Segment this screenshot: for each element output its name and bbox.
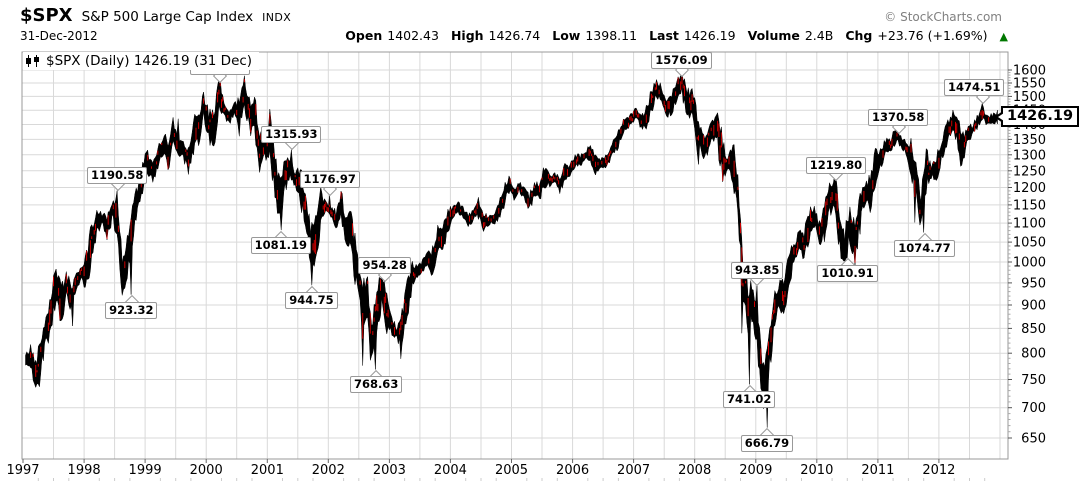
chart-header: $SPX S&P 500 Large Cap Index INDX © Stoc… [20, 5, 1002, 26]
svg-text:2009: 2009 [739, 463, 772, 478]
svg-text:750: 750 [1021, 373, 1046, 388]
low-label: Low [552, 28, 581, 43]
svg-text:2008: 2008 [678, 463, 711, 478]
svg-text:800: 800 [1021, 347, 1046, 362]
svg-text:700: 700 [1021, 401, 1046, 416]
open-value: 1402.43 [387, 28, 439, 43]
svg-text:1100: 1100 [1013, 217, 1046, 232]
candlestick-icon [26, 55, 39, 67]
svg-text:1350: 1350 [1013, 133, 1046, 148]
symbol: $SPX [20, 5, 73, 26]
svg-text:2000: 2000 [190, 463, 223, 478]
high-label: High [450, 28, 484, 43]
svg-text:1150: 1150 [1013, 198, 1046, 213]
svg-text:1200: 1200 [1013, 181, 1046, 196]
chart-legend: $SPX (Daily) 1426.19 (31 Dec) [23, 52, 260, 70]
exchange-tag: INDX [262, 11, 292, 24]
svg-text:1250: 1250 [1013, 164, 1046, 179]
chg-value: +23.76 (+1.69%) [877, 28, 988, 43]
index-name: S&P 500 Large Cap Index [81, 9, 254, 25]
svg-text:1550: 1550 [1013, 77, 1046, 92]
last-price-value: 1426.19 [1007, 108, 1074, 125]
svg-text:1997: 1997 [6, 463, 39, 478]
svg-text:1500: 1500 [1013, 90, 1046, 105]
svg-text:2003: 2003 [373, 463, 406, 478]
open-label: Open [345, 28, 383, 43]
svg-text:2002: 2002 [312, 463, 345, 478]
svg-text:1300: 1300 [1013, 148, 1046, 163]
svg-text:2012: 2012 [922, 463, 955, 478]
svg-text:2006: 2006 [556, 463, 589, 478]
volume-label: Volume [747, 28, 800, 43]
last-price-box: 1426.19 [994, 106, 1079, 128]
svg-text:650: 650 [1021, 432, 1046, 447]
chart-date: 31-Dec-2012 [20, 29, 98, 43]
svg-text:2001: 2001 [251, 463, 284, 478]
chg-label: Chg [845, 28, 873, 43]
svg-text:1050: 1050 [1013, 236, 1046, 251]
svg-text:950: 950 [1021, 276, 1046, 291]
svg-text:850: 850 [1021, 322, 1046, 337]
high-value: 1426.74 [488, 28, 541, 43]
quote-strip: Open 1402.43 High 1426.74 Low 1398.11 Last 1… [345, 28, 1008, 43]
svg-text:1998: 1998 [68, 463, 101, 478]
svg-text:2004: 2004 [434, 463, 467, 478]
legend-text: $SPX (Daily) 1426.19 (31 Dec) [46, 53, 253, 69]
svg-text:2011: 2011 [861, 463, 894, 478]
stockcharts-credit: © StockCharts.com [884, 10, 1002, 24]
svg-text:900: 900 [1021, 299, 1046, 314]
last-value: 1426.19 [683, 28, 736, 43]
svg-text:1999: 1999 [129, 463, 162, 478]
last-label: Last [649, 28, 679, 43]
svg-text:1600: 1600 [1013, 64, 1046, 79]
low-value: 1398.11 [585, 28, 638, 43]
svg-text:1000: 1000 [1013, 256, 1046, 271]
quote-row: 31-Dec-2012 Open 1402.43 High 1426.74 Low 1… [20, 28, 1008, 43]
volume-value: 2.4B [804, 28, 834, 43]
change-up-arrow-icon: ▲ [999, 30, 1008, 43]
svg-text:2007: 2007 [617, 463, 650, 478]
svg-text:2010: 2010 [800, 463, 833, 478]
svg-text:2005: 2005 [495, 463, 528, 478]
